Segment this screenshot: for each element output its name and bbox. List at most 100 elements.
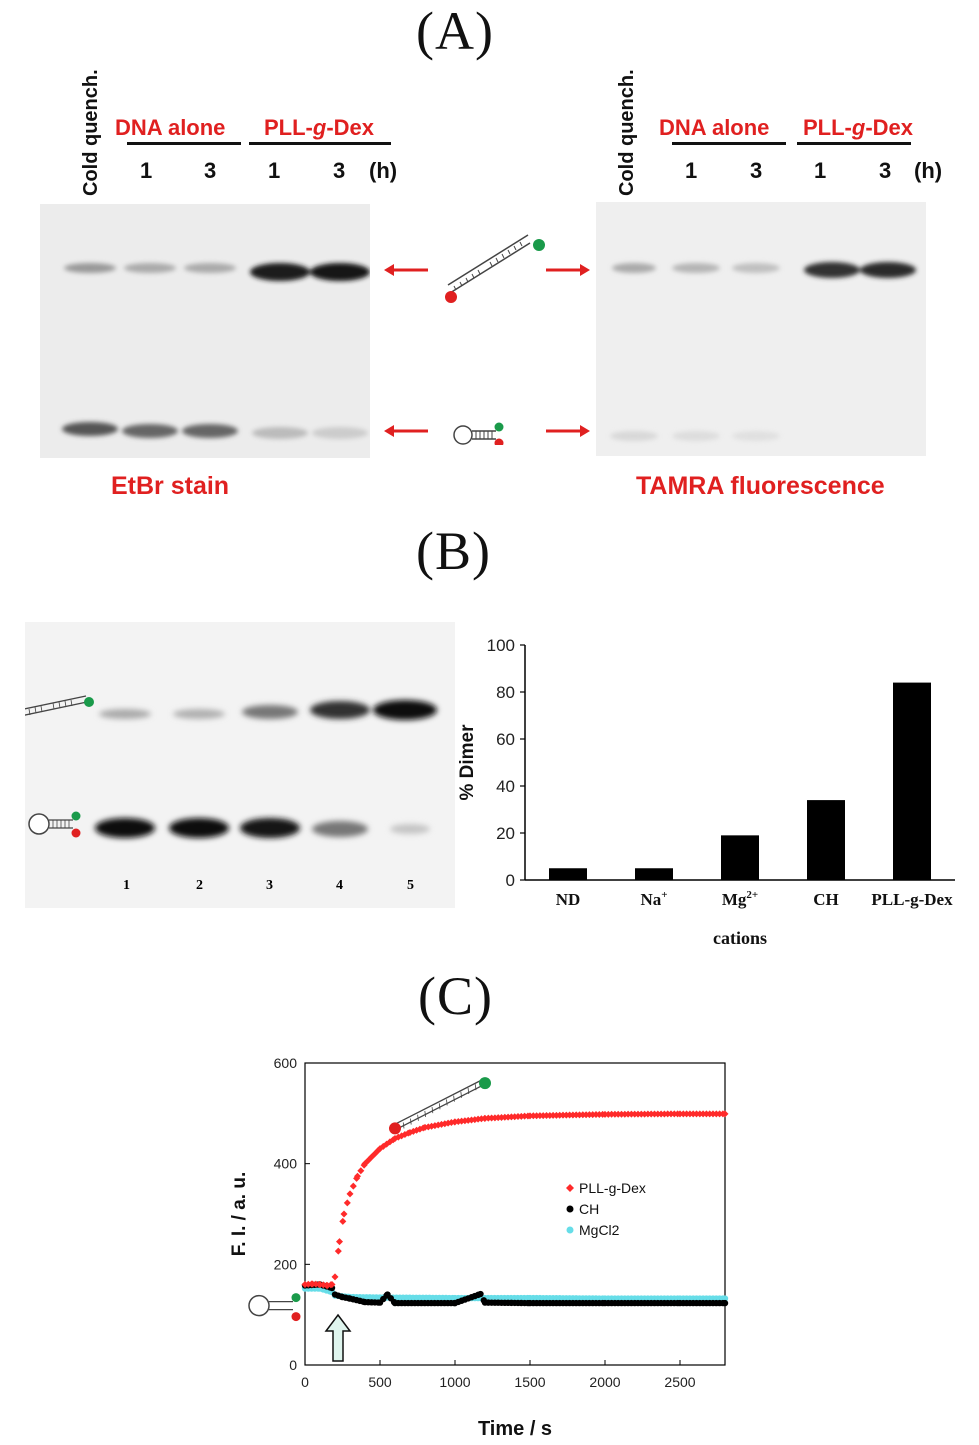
- addition-arrow-icon: [324, 1313, 352, 1362]
- panel-b-letter: (B): [416, 521, 491, 581]
- data-point: [468, 1116, 475, 1124]
- data-point: [464, 1116, 472, 1124]
- y-tick-label: 600: [274, 1055, 298, 1071]
- pll-part2: g: [312, 115, 327, 140]
- icon-rung: [410, 1118, 412, 1125]
- data-point: [438, 1120, 445, 1128]
- data-point: [474, 1115, 482, 1123]
- x-axis-label: Time / s: [478, 1418, 552, 1440]
- x-tick-label: Na+: [640, 889, 667, 909]
- dna-alone-label-left: DNA alone: [115, 115, 226, 140]
- data-point: [309, 1280, 316, 1288]
- tamra-gel-image: [596, 202, 926, 456]
- legend-label: PLL-g-Dex: [579, 1180, 646, 1196]
- data-point: [328, 1280, 336, 1288]
- x-tick-label: CH: [813, 890, 839, 909]
- data-point: [477, 1115, 485, 1123]
- y-tick-label: 40: [496, 777, 515, 796]
- icon-dye-green: [291, 1293, 301, 1303]
- cold-quench-label-right: Cold quench.: [616, 69, 638, 196]
- bar: [807, 800, 845, 880]
- lane-label: 3: [333, 158, 346, 183]
- legend-marker: [566, 1184, 574, 1192]
- etbr-gel-image: [40, 204, 370, 458]
- lane-label: 1: [685, 158, 698, 183]
- data-point: [386, 1138, 394, 1146]
- lane-label: 1: [268, 158, 281, 183]
- bar: [549, 868, 587, 880]
- dna-duplex-icon: [389, 1077, 491, 1135]
- panel-a-letter: (A): [416, 1, 494, 61]
- plot-frame: [304, 1062, 726, 1366]
- data-point: [316, 1280, 324, 1288]
- legend-marker: [566, 1226, 574, 1234]
- y-axis-label: F. I. / a. u.: [229, 1172, 250, 1256]
- x-tick-label: 500: [368, 1374, 392, 1390]
- icon-strand: [396, 1080, 481, 1124]
- icon-rung: [417, 1114, 419, 1121]
- panel-c-letter: (C): [418, 966, 493, 1026]
- panel-b-gel-image: [3, 622, 455, 908]
- y-tick-label: 0: [506, 871, 515, 890]
- x-tick-label: 2500: [664, 1374, 695, 1390]
- cold-quench-label-left: Cold quench.: [80, 69, 102, 196]
- lane-number: 5: [407, 878, 414, 893]
- x-tick-label: 1500: [514, 1374, 545, 1390]
- tamra-gel-bands: [610, 262, 916, 441]
- bar: [893, 682, 931, 880]
- data-point: [383, 1140, 391, 1148]
- data-point: [461, 1117, 469, 1125]
- x-tick-label: ND: [556, 890, 581, 909]
- hours-unit-label: (h): [369, 158, 398, 183]
- center-arrows-graphic: [384, 234, 590, 445]
- icon-loop: [248, 1294, 270, 1317]
- lane-number: 3: [266, 878, 273, 893]
- data-point: [336, 1238, 343, 1246]
- bar: [635, 868, 673, 880]
- data-point: [421, 1123, 429, 1131]
- data-point: [361, 1160, 369, 1168]
- lane-label: 3: [204, 158, 217, 183]
- data-point: [394, 1133, 402, 1141]
- legend-label: CH: [579, 1201, 599, 1217]
- pll-part3: -Dex: [326, 115, 375, 140]
- icon-rung: [424, 1110, 426, 1118]
- y-tick-label: 100: [487, 636, 515, 655]
- icon-rung: [431, 1107, 434, 1114]
- data-point: [334, 1247, 342, 1255]
- dna-duplex-icon: [445, 234, 545, 303]
- series-pll-g-dex: [301, 1110, 729, 1289]
- left-arrow-icon: [384, 264, 428, 276]
- data-point: [343, 1199, 351, 1207]
- data-point: [416, 1125, 424, 1133]
- data-point: [376, 1145, 384, 1153]
- legend-marker: [566, 1205, 574, 1213]
- data-point: [374, 1146, 382, 1154]
- data-point: [357, 1167, 365, 1175]
- lane-number: 1: [123, 878, 130, 893]
- bar: [721, 835, 759, 880]
- icon-rung: [438, 1103, 441, 1110]
- pll-g-dex-label-right: PLL-g-Dex: [803, 115, 913, 141]
- data-point: [401, 1131, 409, 1139]
- pll-part1: PLL-: [803, 115, 852, 140]
- y-tick-label: 60: [496, 730, 515, 749]
- icon-dye-red: [389, 1122, 401, 1135]
- dna-hairpin-icon: [28, 811, 81, 838]
- y-axis-label: % Dimer: [457, 724, 478, 801]
- icon-dye-red: [291, 1312, 301, 1322]
- pll-part1: PLL-: [264, 115, 313, 140]
- series-ch: [301, 1281, 729, 1307]
- right-arrow-icon: [546, 264, 590, 276]
- x-tick-label: 0: [301, 1374, 309, 1390]
- icon-rung: [402, 1122, 405, 1129]
- data-point: [331, 1273, 339, 1281]
- group-underline: [672, 142, 786, 145]
- legend-label: MgCl2: [579, 1222, 620, 1238]
- lane-number: 2: [196, 878, 203, 893]
- group-underline: [127, 142, 241, 145]
- group-underline: [797, 142, 911, 145]
- icon-rung: [460, 1091, 462, 1098]
- dimer-bar-chart: 0 20 40 60 80 100 ND Na+ Mg2+ CH PLL-g-Dex % Dimer c…: [457, 636, 955, 948]
- right-arrow-icon: [546, 425, 590, 437]
